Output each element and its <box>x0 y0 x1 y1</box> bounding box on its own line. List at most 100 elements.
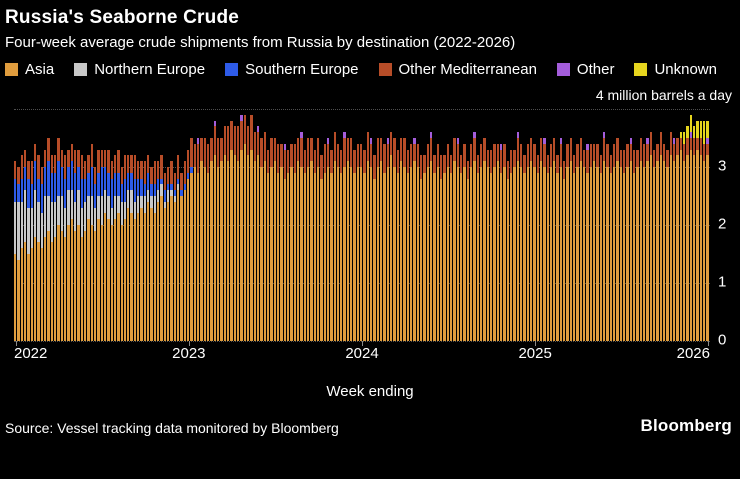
segment-other-mediterranean <box>596 143 599 167</box>
segment-asia <box>433 172 436 341</box>
bar-week-151 <box>516 109 519 341</box>
bar-week-59 <box>210 109 213 341</box>
bar-week-192 <box>653 109 656 341</box>
segment-asia <box>423 172 426 341</box>
bar-week-136 <box>466 109 469 341</box>
segment-southern-europe <box>97 172 100 197</box>
segment-southern-europe <box>33 161 37 191</box>
bar-week-183 <box>623 109 626 341</box>
segment-asia <box>410 167 413 341</box>
bar-week-134 <box>459 109 463 341</box>
segment-other-mediterranean <box>163 172 167 191</box>
bar-week-175 <box>596 109 599 341</box>
segment-other-mediterranean <box>549 143 553 167</box>
segment-other-mediterranean <box>130 155 133 173</box>
segment-other-mediterranean <box>266 149 270 173</box>
bar-week-49 <box>177 109 180 341</box>
bar-week-141 <box>483 109 486 341</box>
segment-asia <box>466 178 469 341</box>
bar-week-78 <box>273 109 276 341</box>
segment-asia <box>503 167 506 341</box>
segment-northern-europe <box>140 196 143 208</box>
bar-week-3 <box>23 109 27 341</box>
segment-asia <box>483 161 486 341</box>
bar-week-203 <box>689 109 692 341</box>
segment-asia <box>363 172 366 341</box>
segment-other <box>559 138 563 144</box>
bar-week-190 <box>646 109 649 341</box>
bar-week-205 <box>696 109 699 341</box>
segment-other-mediterranean <box>406 149 410 173</box>
segment-asia <box>569 161 573 341</box>
segment-southern-europe <box>103 167 107 191</box>
bar-week-88 <box>306 109 310 341</box>
segment-other-mediterranean <box>343 138 346 167</box>
segment-asia <box>170 196 173 341</box>
segment-other-mediterranean <box>623 149 626 173</box>
segment-asia <box>443 172 446 341</box>
segment-asia <box>120 225 123 341</box>
segment-other <box>300 132 303 138</box>
segment-asia <box>73 230 77 341</box>
segment-other-mediterranean <box>393 138 396 167</box>
segment-asia <box>523 172 526 341</box>
bar-week-164 <box>559 109 563 341</box>
bar-week-124 <box>426 109 430 341</box>
segment-other-mediterranean <box>380 138 383 162</box>
segment-asia <box>160 196 163 341</box>
segment-asia <box>23 242 27 341</box>
bar-week-21 <box>83 109 87 341</box>
segment-other-mediterranean <box>666 149 669 167</box>
segment-southern-europe <box>70 161 73 191</box>
segment-southern-europe <box>160 178 163 185</box>
segment-southern-europe <box>30 184 33 208</box>
bar-week-26 <box>100 109 103 341</box>
bar-week-142 <box>486 109 489 341</box>
segment-other-mediterranean <box>410 143 413 167</box>
segment-other <box>689 132 692 139</box>
bar-week-200 <box>679 109 682 341</box>
bar-week-82 <box>286 109 290 341</box>
segment-other-mediterranean <box>193 143 197 167</box>
segment-other-mediterranean <box>360 143 363 167</box>
bar-week-25 <box>97 109 100 341</box>
segment-other-mediterranean <box>27 161 30 179</box>
bar-week-84 <box>293 109 296 341</box>
legend-label-southern-europe: Southern Europe <box>245 61 359 78</box>
segment-northern-europe <box>147 190 150 202</box>
segment-other-mediterranean <box>20 155 23 179</box>
segment-southern-europe <box>127 172 130 191</box>
segment-southern-europe <box>137 178 140 197</box>
segment-other-mediterranean <box>583 149 586 167</box>
bar-week-98 <box>340 109 343 341</box>
segment-other-mediterranean <box>506 161 509 179</box>
segment-southern-europe <box>90 167 93 196</box>
segment-other-mediterranean <box>686 138 689 156</box>
segment-other-mediterranean <box>143 161 147 185</box>
bar-week-119 <box>410 109 413 341</box>
bar-week-65 <box>230 109 233 341</box>
segment-asia <box>40 248 43 341</box>
segment-other-mediterranean <box>576 143 579 167</box>
bar-week-68 <box>240 109 243 341</box>
bar-week-42 <box>153 109 157 341</box>
segment-asia <box>573 172 576 341</box>
segment-other-mediterranean <box>240 120 243 150</box>
segment-other-mediterranean <box>300 138 303 167</box>
segment-other-mediterranean <box>273 138 276 162</box>
segment-asia <box>77 225 80 341</box>
segment-asia <box>672 161 676 341</box>
segment-asia <box>273 161 276 341</box>
segment-other-mediterranean <box>316 138 320 167</box>
bar-week-206 <box>699 109 702 341</box>
bar-week-29 <box>110 109 113 341</box>
segment-asia <box>236 161 240 341</box>
segment-other <box>213 120 217 127</box>
segment-asia <box>223 155 226 341</box>
bar-week-181 <box>616 109 619 341</box>
segment-asia <box>227 161 230 341</box>
segment-southern-europe <box>53 172 57 202</box>
segment-asia <box>80 236 83 341</box>
segment-northern-europe <box>57 196 60 225</box>
segment-asia <box>536 172 539 341</box>
